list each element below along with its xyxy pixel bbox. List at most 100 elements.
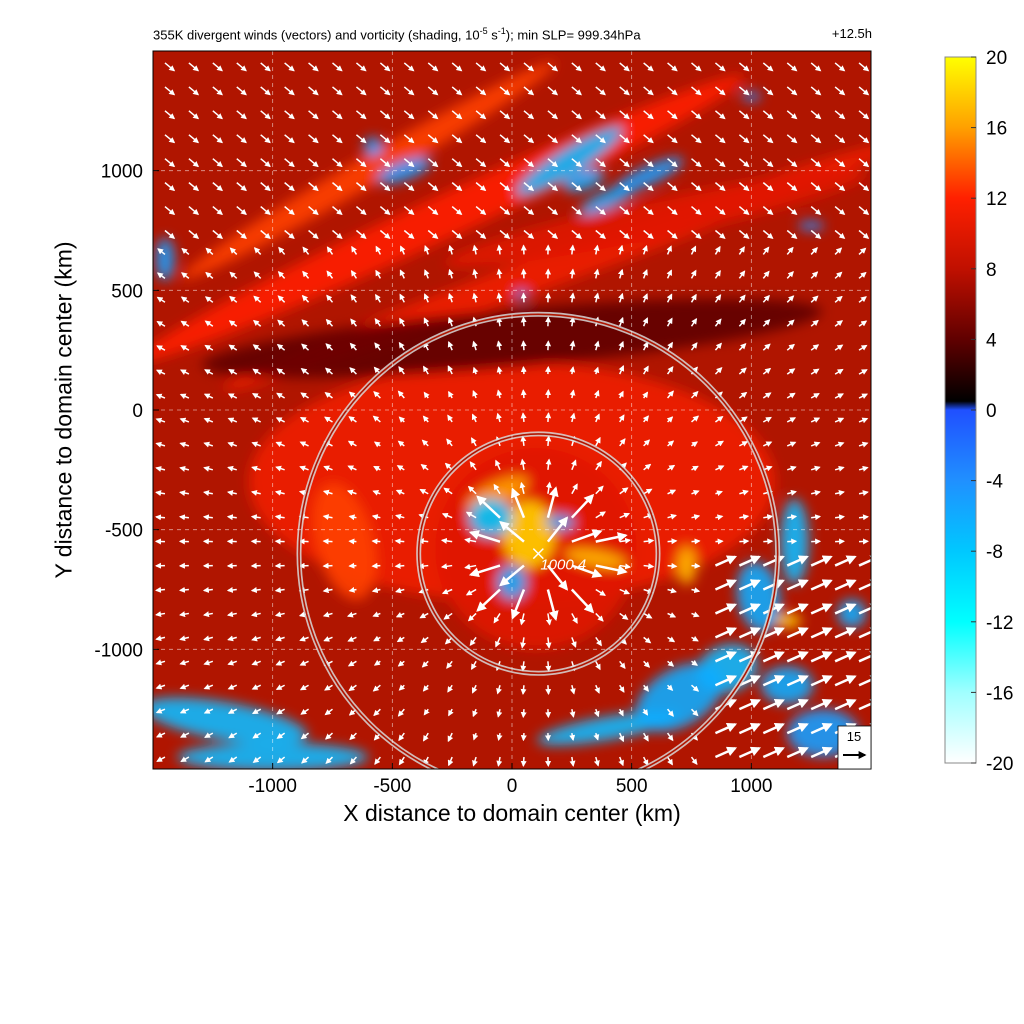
wind-vector xyxy=(858,247,867,255)
wind-vector xyxy=(546,516,569,543)
y-tick-label: 1000 xyxy=(101,162,143,183)
wind-vector xyxy=(355,62,367,72)
wind-vector xyxy=(834,651,857,663)
wind-vector xyxy=(300,708,309,715)
wind-vector xyxy=(374,342,381,351)
wind-vector xyxy=(164,62,176,72)
wind-vector xyxy=(786,579,809,591)
wind-vector xyxy=(618,708,624,717)
wind-vector xyxy=(810,271,819,279)
wind-vector xyxy=(188,182,200,192)
wind-vector xyxy=(690,269,697,279)
wind-vector xyxy=(667,513,677,520)
wind-vector xyxy=(786,675,809,687)
wind-vector xyxy=(810,86,822,96)
wind-vector xyxy=(547,205,559,216)
wind-vector xyxy=(643,538,655,545)
wind-vector xyxy=(275,635,285,642)
wind-vector xyxy=(834,271,843,279)
wind-vector xyxy=(762,675,785,687)
wind-vector xyxy=(667,62,678,72)
wind-vector xyxy=(523,182,535,192)
wind-vector xyxy=(786,182,798,192)
wind-vector xyxy=(643,660,651,668)
storm-center-x-icon xyxy=(532,548,544,560)
wind-vector xyxy=(372,611,381,618)
wind-vector xyxy=(203,683,214,690)
wind-vector xyxy=(451,110,463,120)
reference-vector-box xyxy=(837,725,872,770)
wind-vector xyxy=(786,746,809,759)
wind-vector xyxy=(763,514,774,521)
wind-vector xyxy=(346,489,357,496)
wind-vector xyxy=(619,512,631,519)
wind-vector xyxy=(858,86,870,96)
wind-vector xyxy=(810,441,821,448)
wind-vector xyxy=(188,110,200,120)
wind-vector xyxy=(180,296,190,303)
wind-vector xyxy=(762,86,774,96)
wind-vector xyxy=(510,589,526,620)
wind-vector xyxy=(419,612,429,619)
wind-vector xyxy=(595,564,628,576)
wind-vector xyxy=(690,708,699,717)
wind-vector xyxy=(347,465,357,471)
wind-vector xyxy=(427,62,439,72)
wind-vector xyxy=(228,368,238,375)
wind-vector xyxy=(810,393,820,399)
wind-vector xyxy=(398,416,406,423)
wind-vector xyxy=(858,369,868,375)
wind-vector xyxy=(810,627,833,639)
wind-vector xyxy=(714,294,722,303)
wind-vector xyxy=(593,340,600,351)
wind-vector xyxy=(810,134,822,144)
wind-vector xyxy=(595,460,602,471)
wind-vector xyxy=(520,637,527,649)
wind-vector xyxy=(475,182,487,192)
colorbar-gradient xyxy=(944,56,977,764)
x-tick-label: 500 xyxy=(616,776,648,797)
wind-vector xyxy=(451,182,463,192)
wind-vector xyxy=(203,659,214,666)
wind-vector xyxy=(666,416,674,423)
colorbar-tick-label: 4 xyxy=(986,330,997,351)
wind-vector xyxy=(786,651,809,663)
wind-vector xyxy=(236,134,247,144)
wind-vector xyxy=(278,246,286,255)
wind-vector xyxy=(398,732,405,742)
wind-vector xyxy=(786,465,797,472)
wind-vector xyxy=(493,613,501,624)
wind-vector xyxy=(250,587,261,593)
wind-vector xyxy=(667,182,678,192)
range-rings xyxy=(296,311,781,769)
wind-vector xyxy=(858,271,867,279)
wind-vector xyxy=(350,270,358,279)
wind-vector xyxy=(472,732,479,741)
wind-vector xyxy=(810,110,822,120)
wind-vector xyxy=(787,489,797,496)
wind-vector xyxy=(834,229,846,239)
wind-vector xyxy=(858,134,870,144)
wind-vector xyxy=(666,684,674,691)
wind-vector xyxy=(212,134,223,144)
wind-vector xyxy=(666,756,673,766)
wind-vector xyxy=(326,246,334,255)
wind-vector xyxy=(476,495,501,519)
wind-vector xyxy=(427,182,439,192)
wind-vector xyxy=(523,205,535,216)
wind-vector xyxy=(738,62,750,72)
wind-vector xyxy=(274,489,285,496)
wind-vector xyxy=(204,320,214,327)
wind-vector xyxy=(275,465,285,472)
wind-vector xyxy=(252,368,262,375)
wind-vector xyxy=(372,684,381,692)
wind-vector xyxy=(810,722,833,735)
wind-vector xyxy=(762,294,770,303)
wind-vector xyxy=(547,134,559,144)
wind-vector xyxy=(547,182,559,192)
wind-vector xyxy=(424,245,430,255)
wind-vector xyxy=(181,272,190,279)
wind-vector xyxy=(570,637,577,648)
wind-vector xyxy=(284,134,295,144)
wind-vector xyxy=(642,756,649,766)
